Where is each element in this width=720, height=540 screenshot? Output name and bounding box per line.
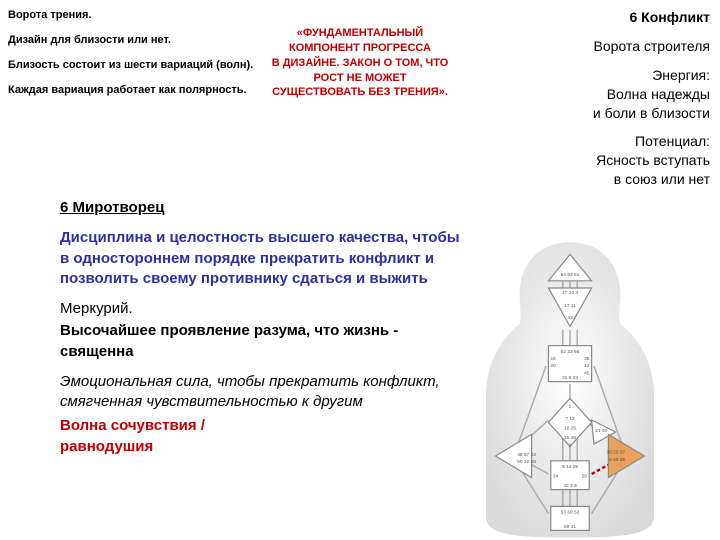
main-blue: Дисциплина и целостность высшего качеств… <box>60 228 460 289</box>
main-red-l1: Волна сочувствия / <box>60 417 205 434</box>
tr-b2l2: Волна надежды <box>607 86 710 102</box>
tr-b3l2: Ясность вступать <box>596 152 710 168</box>
svg-text:1: 1 <box>569 404 572 410</box>
tc-l2: КОМПОНЕНТ ПРОГРЕССА <box>220 41 500 56</box>
tr-b1: Ворота строителя <box>560 37 710 56</box>
svg-text:45: 45 <box>584 370 590 376</box>
main-title: 6 Миротворец <box>60 198 460 218</box>
main-blue-l1: Дисциплина и целостность высшего качеств… <box>60 229 460 246</box>
bodygraph-diagram: 64 63 61 47 24 4 17 11 43 62 23 56 35 12… <box>450 240 690 540</box>
main-red: Волна сочувствия / равнодушия <box>60 416 460 457</box>
svg-text:53 60 52: 53 60 52 <box>561 510 580 516</box>
tr-b2l1: Энергия: <box>652 67 710 83</box>
main-blue-l2: в одностороннем порядке прекратить конфл… <box>60 250 434 287</box>
main-sacred: Высочайшее проявление разума, что жизнь … <box>60 321 460 362</box>
svg-text:58 41: 58 41 <box>564 524 576 530</box>
tc-l5: СУЩЕСТВОВАТЬ БЕЗ ТРЕНИЯ». <box>220 85 500 100</box>
svg-text:12: 12 <box>584 363 590 369</box>
top-right-text: 6 Конфликт Ворота строителя Энергия: Вол… <box>560 8 710 199</box>
svg-text:21 40: 21 40 <box>595 428 607 434</box>
svg-text:15 46: 15 46 <box>564 435 576 441</box>
svg-text:2: 2 <box>569 442 572 448</box>
svg-text:16: 16 <box>551 356 557 362</box>
svg-text:20: 20 <box>551 363 557 369</box>
svg-text:31 8 33: 31 8 33 <box>562 375 578 381</box>
svg-text:17 11: 17 11 <box>564 303 576 309</box>
svg-text:35: 35 <box>584 356 590 362</box>
tc-l1: «ФУНДАМЕНТАЛЬНЫЙ <box>220 26 500 41</box>
svg-text:42 3 9: 42 3 9 <box>563 483 577 489</box>
tr-b2l3: и боли в близости <box>593 105 710 121</box>
main-mercury: Меркурий. <box>60 299 460 319</box>
top-center-quote: «ФУНДАМЕНТАЛЬНЫЙ КОМПОНЕНТ ПРОГРЕССА В Д… <box>220 26 500 100</box>
svg-text:5 14 29: 5 14 29 <box>562 464 578 470</box>
tc-l3: В ДИЗАЙНЕ. ЗАКОН О ТОМ, ЧТО <box>220 56 500 71</box>
svg-text:48 57 44: 48 57 44 <box>517 452 536 458</box>
tr-heading: 6 Конфликт <box>560 8 710 27</box>
svg-text:50 32 28: 50 32 28 <box>517 459 536 465</box>
svg-text:59: 59 <box>582 474 588 480</box>
tc-l4: РОСТ НЕ МОЖЕТ <box>220 71 500 86</box>
svg-text:7 13: 7 13 <box>565 416 575 422</box>
svg-text:47 24 4: 47 24 4 <box>562 290 578 296</box>
main-red-l2: равнодушия <box>60 438 153 455</box>
main-italic: Эмоциональная сила, чтобы прекратить кон… <box>60 372 460 413</box>
tl-line1: Ворота трения. <box>8 8 288 23</box>
svg-text:34: 34 <box>553 474 559 480</box>
svg-text:36 22 37: 36 22 37 <box>607 450 626 456</box>
bodygraph-svg: 64 63 61 47 24 4 17 11 43 62 23 56 35 12… <box>450 240 690 540</box>
svg-text:6 49 55: 6 49 55 <box>609 457 625 463</box>
tr-b2: Энергия: Волна надежды и боли в близости <box>560 66 710 123</box>
svg-text:64 63 61: 64 63 61 <box>561 272 580 278</box>
tr-b3l3: в союз или нет <box>614 171 710 187</box>
tr-b3l1: Потенциал: <box>635 133 710 149</box>
main-text-block: 6 Миротворец Дисциплина и целостность вы… <box>60 198 460 457</box>
svg-text:62 23 56: 62 23 56 <box>561 349 580 355</box>
tr-b3: Потенциал: Ясность вступать в союз или н… <box>560 132 710 189</box>
svg-text:43: 43 <box>567 315 573 321</box>
svg-text:10 25: 10 25 <box>564 426 576 432</box>
